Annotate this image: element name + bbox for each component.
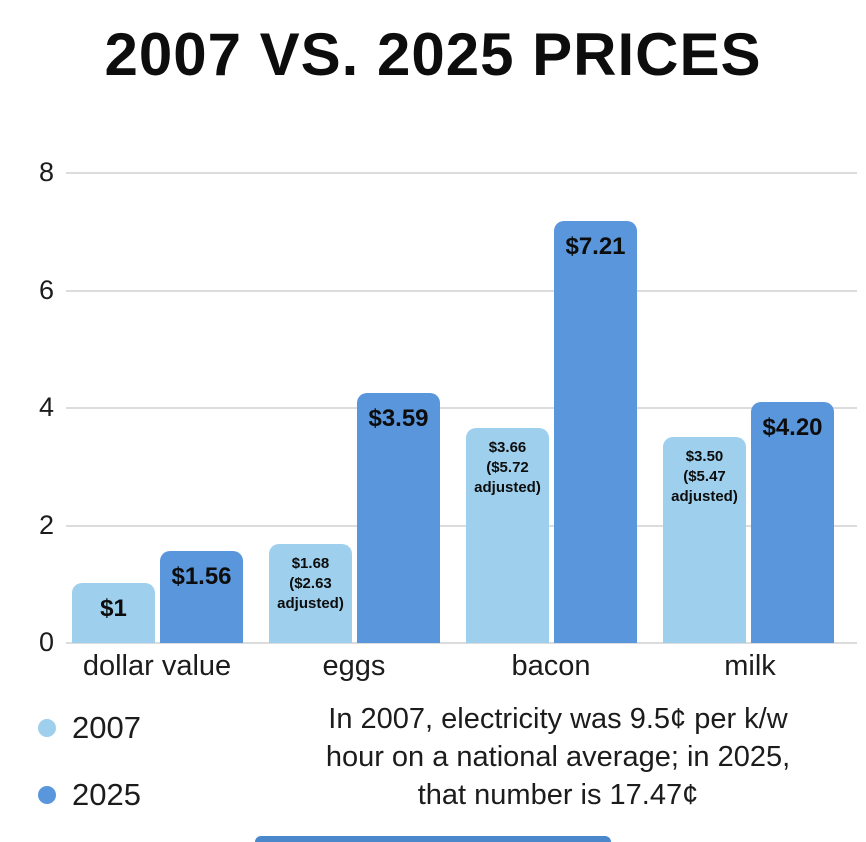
electricity-note: In 2007, electricity was 9.5¢ per k/w ho… bbox=[256, 700, 860, 814]
x-axis-label-eggs: eggs bbox=[322, 650, 386, 682]
gridline-y0 bbox=[66, 642, 857, 644]
bar-value-label-line: adjusted) bbox=[474, 479, 541, 496]
bar-value-label-2007-milk: $3.50 ($5.47 adjusted) bbox=[663, 447, 746, 507]
bar-value-label-line: $3.66 bbox=[488, 439, 527, 456]
bar-2025-bacon bbox=[554, 221, 637, 643]
gridline-y8 bbox=[66, 172, 857, 174]
legend: 2007 2025 bbox=[38, 708, 141, 842]
bar-value-label-2025-milk: $4.20 bbox=[751, 415, 834, 441]
page-title: 2007 VS. 2025 PRICES bbox=[104, 21, 762, 88]
legend-item-2007: 2007 bbox=[38, 708, 141, 748]
y-axis-tick-8: 8 bbox=[38, 157, 54, 187]
bar-value-label-2007-dollar-value: $1 bbox=[72, 596, 155, 622]
legend-swatch-2025 bbox=[38, 786, 56, 804]
bar-value-label-2007-bacon: $3.66 ($5.72 adjusted) bbox=[466, 438, 549, 498]
bar-value-label-line: ($2.63 bbox=[289, 575, 332, 592]
bar-value-label-line: $1.68 bbox=[291, 555, 330, 572]
bar-value-label-line: $3.50 bbox=[685, 448, 724, 465]
bar-2025-eggs bbox=[357, 393, 440, 643]
y-axis-tick-0: 0 bbox=[38, 627, 54, 657]
bar-value-label-2007-eggs: $1.68 ($2.63 adjusted) bbox=[269, 554, 352, 614]
bar-value-label-line: $1.56 bbox=[171, 563, 232, 590]
note-line-2: hour on a national average; in 2025, bbox=[325, 741, 791, 773]
legend-item-2025: 2025 bbox=[38, 775, 141, 815]
y-axis-tick-6: 6 bbox=[38, 275, 54, 305]
y-axis-tick-4: 4 bbox=[38, 392, 54, 422]
gridline-y4 bbox=[66, 407, 857, 409]
legend-label-2025: 2025 bbox=[72, 777, 141, 812]
bar-value-label-line: $4.20 bbox=[762, 414, 823, 441]
bar-2007-bacon bbox=[466, 428, 549, 643]
bar-2025-milk bbox=[751, 402, 834, 643]
x-axis-label-bacon: bacon bbox=[511, 650, 591, 682]
bar-value-label-line: adjusted) bbox=[671, 488, 738, 505]
bar-value-label-line: $3.59 bbox=[368, 405, 429, 432]
x-axis-label-dollar-value: dollar value bbox=[82, 650, 232, 682]
x-axis-label-milk: milk bbox=[724, 650, 776, 682]
bar-value-label-2025-dollar-value: $1.56 bbox=[160, 564, 243, 590]
legend-swatch-2007 bbox=[38, 719, 56, 737]
note-line-1: In 2007, electricity was 9.5¢ per k/w bbox=[328, 703, 788, 735]
bar-2007-milk bbox=[663, 437, 746, 643]
bar-value-label-line: $1 bbox=[100, 595, 127, 622]
bottom-accent-bar bbox=[255, 836, 611, 842]
bar-value-label-line: adjusted) bbox=[277, 595, 344, 612]
bar-2007-eggs bbox=[269, 544, 352, 643]
bar-value-label-2025-eggs: $3.59 bbox=[357, 406, 440, 432]
bar-value-label-2025-bacon: $7.21 bbox=[554, 234, 637, 260]
bar-2025-dollar-value bbox=[160, 551, 243, 643]
legend-label-2007: 2007 bbox=[72, 710, 141, 745]
bar-value-label-line: ($5.47 bbox=[683, 468, 726, 485]
note-line-3: that number is 17.47¢ bbox=[417, 779, 699, 811]
y-axis-tick-2: 2 bbox=[38, 510, 54, 540]
bar-2007-dollar-value bbox=[72, 583, 155, 643]
bar-value-label-line: ($5.72 bbox=[486, 459, 529, 476]
gridline-y2 bbox=[66, 525, 857, 527]
bar-value-label-line: $7.21 bbox=[565, 233, 626, 260]
gridline-y6 bbox=[66, 290, 857, 292]
